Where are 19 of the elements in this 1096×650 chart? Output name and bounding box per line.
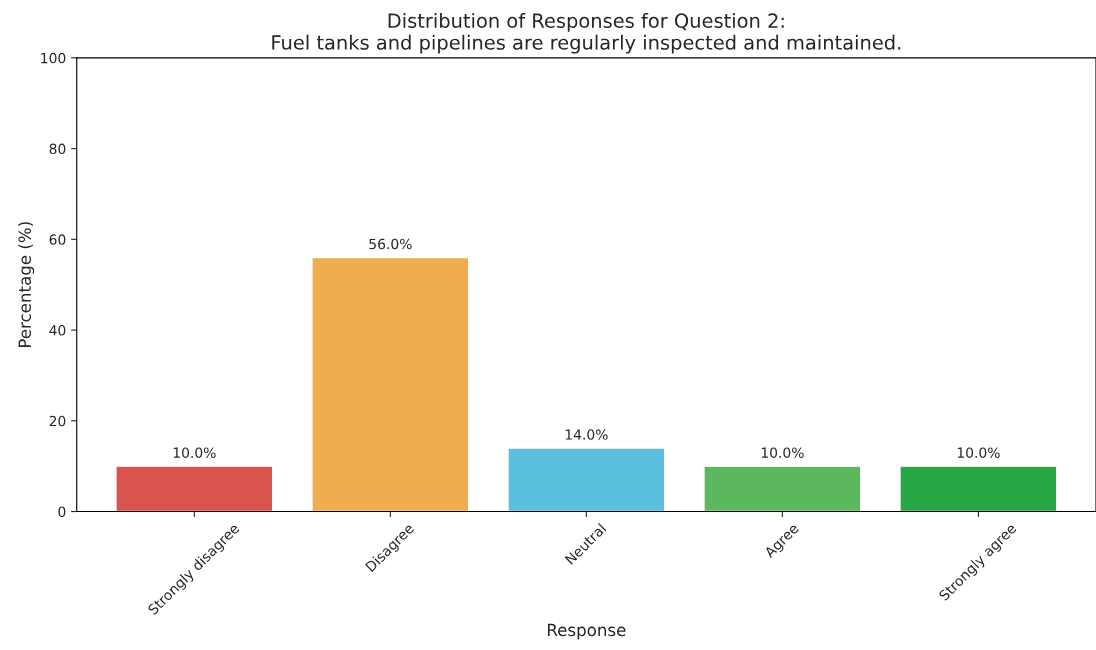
data-label: 56.0% — [369, 238, 412, 250]
y-tick-label: 20 — [49, 415, 66, 427]
y-tick-label: 100 — [41, 52, 66, 64]
bar — [703, 465, 862, 512]
x-axis-title: Response — [547, 623, 626, 640]
bar — [115, 465, 274, 512]
chart-title: Distribution of Responses for Question 2: Fuel tanks and pipelines are regularly inspected and maintained. — [272, 12, 901, 54]
bar — [899, 465, 1058, 512]
y-tick-label: 40 — [49, 325, 66, 336]
y-tick-label: 80 — [49, 143, 66, 155]
data-label: 10.0% — [761, 447, 804, 458]
data-label: 10.0% — [173, 447, 216, 458]
bar — [311, 256, 470, 512]
y-tick-label: 60 — [49, 234, 66, 245]
y-tick-label: 0 — [58, 506, 66, 518]
bar — [507, 447, 666, 512]
y-axis-title: Percentage (%) — [18, 222, 35, 347]
data-label: 10.0% — [957, 447, 1000, 458]
data-label: 14.0% — [565, 429, 608, 440]
